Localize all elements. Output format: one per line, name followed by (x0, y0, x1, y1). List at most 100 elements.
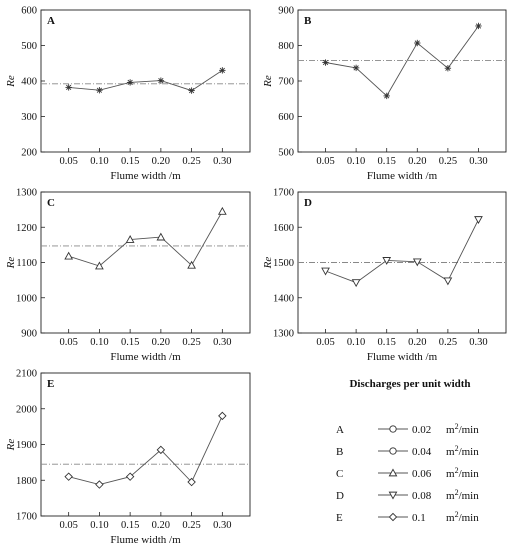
x-tick-label: 0.05 (59, 520, 77, 531)
data-point (125, 235, 135, 243)
data-point (64, 472, 73, 481)
y-tick-label: 2100 (16, 369, 37, 380)
data-point (321, 267, 330, 276)
data-point (95, 261, 104, 270)
x-tick-label: 0.30 (469, 337, 487, 348)
data-point (95, 480, 104, 489)
data-point (64, 251, 74, 260)
y-tick-label: 1300 (273, 329, 294, 340)
data-point (322, 59, 329, 66)
legend-value: 0.04 (412, 446, 432, 458)
x-tick-label: 0.15 (121, 337, 139, 348)
x-axis-title: Flume width /m (110, 351, 181, 363)
data-point (414, 39, 421, 47)
legend-unit: m2/min (446, 488, 479, 502)
plot-frame (40, 9, 251, 153)
x-tick-label: 0.05 (59, 156, 77, 167)
x-tick-label: 0.20 (408, 156, 426, 167)
legend-marker (388, 468, 398, 477)
panel-a: 200 300 400 500 600 0.05 0.10 0.15 0.20 0.25 0.30 F… (5, 6, 251, 182)
data-point (187, 477, 196, 487)
panel-b: 500 600 700 800 900 0.05 0.10 0.15 0.20 0.25 0.30 F… (262, 6, 507, 182)
y-tick-label: 1200 (16, 223, 37, 234)
y-axis-title: Re (262, 75, 274, 88)
y-axis-title: Re (5, 439, 17, 452)
data-point (187, 260, 196, 269)
y-tick-label: 400 (21, 77, 37, 88)
legend-unit: m2/min (446, 444, 479, 458)
data-point (219, 67, 226, 74)
data-point (217, 206, 227, 215)
panel-label: D (304, 197, 312, 209)
y-tick-label: 1900 (16, 440, 37, 451)
x-tick-label: 0.05 (316, 337, 334, 348)
y-tick-label: 500 (278, 148, 294, 159)
x-tick-label: 0.10 (90, 520, 108, 531)
legend-value: 0.1 (412, 512, 426, 524)
data-point (188, 87, 195, 94)
legend-value: 0.06 (412, 468, 432, 480)
y-tick-label: 1700 (273, 188, 294, 199)
legend-letter: E (336, 512, 343, 524)
x-tick-label: 0.30 (213, 520, 231, 531)
y-tick-label: 600 (278, 112, 294, 123)
data-point (218, 411, 227, 421)
y-tick-label: 1500 (273, 258, 294, 269)
series-line (68, 211, 223, 267)
y-tick-label: 1400 (273, 293, 294, 304)
x-tick-label: 0.20 (152, 156, 170, 167)
x-tick-label: 0.25 (182, 520, 200, 531)
plot-frame (40, 372, 251, 517)
x-tick-label: 0.25 (439, 337, 457, 348)
series-line (68, 70, 223, 92)
x-tick-label: 0.15 (121, 156, 139, 167)
data-point (157, 77, 165, 84)
panel-label: E (47, 378, 54, 390)
x-axis-title: Flume width /m (110, 170, 181, 182)
legend-letter: B (336, 446, 343, 458)
y-tick-label: 2000 (16, 404, 37, 415)
x-tick-label: 0.30 (213, 156, 231, 167)
legend-value: 0.08 (412, 490, 432, 502)
y-tick-label: 1000 (16, 293, 37, 304)
x-tick-label: 0.25 (182, 337, 200, 348)
x-tick-label: 0.15 (378, 156, 396, 167)
legend-marker (389, 447, 397, 455)
legend-unit: m2/min (446, 510, 479, 524)
y-tick-label: 200 (21, 148, 37, 159)
y-axis-title: Re (262, 257, 274, 270)
y-tick-label: 800 (278, 41, 294, 52)
x-tick-label: 0.30 (213, 337, 231, 348)
x-tick-label: 0.15 (121, 520, 139, 531)
legend-marker (389, 425, 397, 433)
data-point (65, 84, 72, 91)
data-point (126, 79, 134, 86)
legend-letter: C (336, 468, 343, 480)
y-axis-title: Re (5, 257, 17, 270)
x-tick-label: 0.10 (90, 337, 108, 348)
legend-unit: m2/min (446, 466, 479, 480)
data-point (352, 64, 360, 72)
x-tick-label: 0.10 (347, 337, 365, 348)
x-tick-label: 0.05 (59, 337, 77, 348)
y-tick-label: 1600 (273, 223, 294, 234)
y-tick-label: 1800 (16, 476, 37, 487)
legend-letter: D (336, 490, 344, 502)
data-point (474, 216, 483, 225)
panel-label: B (304, 15, 312, 27)
y-tick-label: 900 (278, 6, 294, 17)
series-line (68, 415, 223, 485)
plot-frame (40, 191, 251, 334)
data-point (156, 445, 166, 455)
legend-value: 0.02 (412, 424, 431, 436)
data-point (96, 87, 103, 94)
x-tick-label: 0.10 (347, 156, 365, 167)
data-point (412, 258, 422, 267)
series-line (325, 25, 479, 97)
x-tick-label: 0.20 (152, 520, 170, 531)
x-tick-label: 0.25 (182, 156, 200, 167)
panel-label: A (47, 15, 55, 27)
series-line (325, 219, 479, 284)
data-point (444, 65, 452, 72)
